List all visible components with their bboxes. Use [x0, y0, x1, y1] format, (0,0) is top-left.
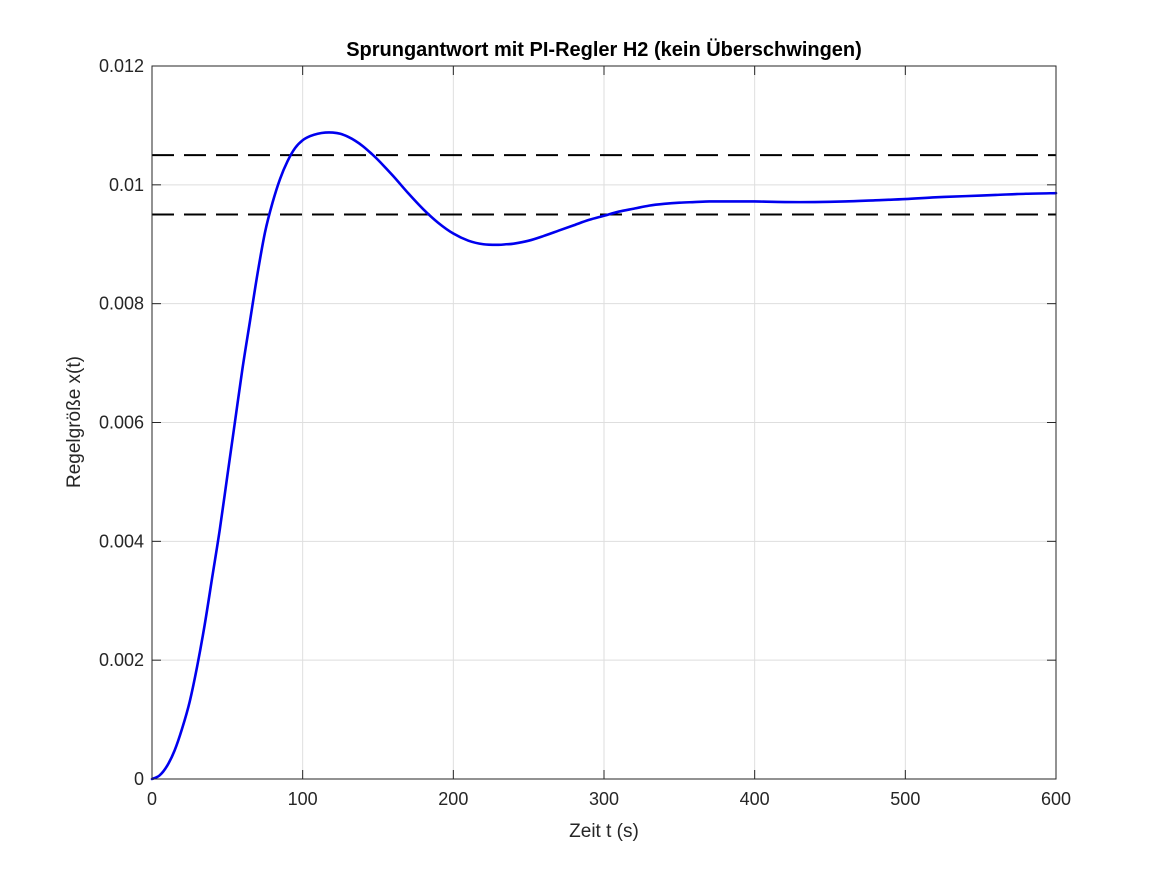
- y-tick-label: 0.012: [99, 56, 144, 76]
- y-tick-label: 0.008: [99, 294, 144, 314]
- y-tick-label: 0.004: [99, 531, 144, 551]
- x-tick-label: 300: [589, 789, 619, 809]
- y-tick-label: 0.006: [99, 413, 144, 433]
- x-tick-label: 100: [288, 789, 318, 809]
- y-tick-label: 0: [134, 769, 144, 789]
- step-response-line: [150, 131, 1058, 781]
- x-tick-label: 200: [438, 789, 468, 809]
- y-tick-label: 0.002: [99, 650, 144, 670]
- x-tick-label: 500: [890, 789, 920, 809]
- chart-title: Sprungantwort mit PI-Regler H2 (kein Übe…: [346, 38, 862, 61]
- series-layer: [150, 131, 1058, 781]
- x-tick-label: 0: [147, 789, 157, 809]
- y-axis-label: Regelgröße x(t): [64, 356, 85, 488]
- x-axis-label: Zeit t (s): [569, 821, 639, 842]
- x-tick-label: 400: [740, 789, 770, 809]
- y-tick-label: 0.01: [109, 175, 144, 195]
- x-tick-label: 600: [1041, 789, 1071, 809]
- ticks: 0 100 200 300 400 500 600 0 0.002 0.004 0.006 0.008…: [99, 56, 1071, 809]
